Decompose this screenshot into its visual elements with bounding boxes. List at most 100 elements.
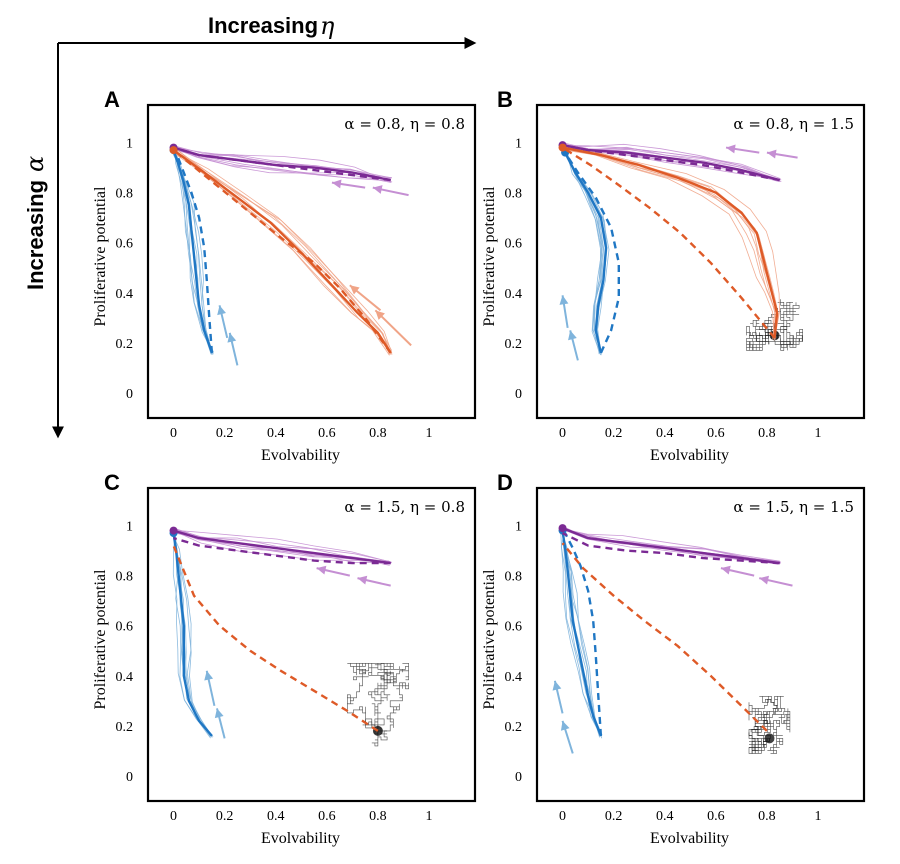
- orange-mean-trajectory: [174, 148, 393, 355]
- y-tick-label: 0.2: [116, 720, 134, 735]
- x-tick-label: 1: [815, 809, 822, 824]
- orange-mean-trajectory: [174, 150, 391, 352]
- y-tick-label: 0.2: [505, 720, 523, 735]
- x-tick-label: 0.4: [267, 809, 285, 824]
- panel-a: A 0 0.2 0.4 0.6 0.8 1 0 0.2 0.4 0.6 0.8 1 Evolvabilit…: [92, 87, 477, 464]
- y-tick-label: 0: [126, 770, 133, 785]
- direction-arrowhead: [560, 720, 570, 731]
- plot-frame: [146, 103, 477, 420]
- random-walk-trace: [347, 663, 391, 735]
- y-tick-label: 0: [515, 770, 522, 785]
- orange-mean-trajectory: [564, 149, 780, 341]
- purple-theory-line: [173, 536, 391, 565]
- orange-mean-line: [172, 149, 392, 354]
- x-tick-label: 0.4: [656, 809, 674, 824]
- direction-arrowhead: [357, 575, 368, 585]
- x-axis-label: Evolvability: [650, 447, 729, 464]
- direction-arrowhead: [217, 305, 226, 316]
- orange-mean-trajectory: [172, 150, 393, 351]
- y-tick-label: 1: [126, 137, 133, 152]
- blue-mean-line: [172, 532, 213, 737]
- y-tick-label: 1: [126, 520, 133, 535]
- random-walk-trace: [377, 663, 409, 732]
- blue-theory-line: [564, 151, 620, 354]
- y-tick-label: 0.2: [116, 337, 134, 352]
- orange-mean-start-marker: [169, 146, 178, 155]
- x-tick-label: 0.4: [267, 426, 285, 441]
- random-walk-trace: [748, 720, 784, 754]
- orange-mean-trajectory: [172, 149, 391, 354]
- purple-mean-start-marker: [169, 526, 178, 535]
- parameter-label: α = 0.8, η = 1.5: [733, 115, 854, 133]
- purple-mean-line: [562, 526, 780, 565]
- random-walk-trace: [746, 323, 803, 351]
- x-tick-label: 0.4: [656, 426, 674, 441]
- plot-area: [558, 141, 803, 361]
- direction-arrowhead: [759, 575, 770, 585]
- plot-area: [169, 143, 412, 366]
- eta-direction-arrow: [52, 37, 477, 439]
- blue-mean-trajectory: [172, 532, 212, 737]
- panel-b: B 0 0.2 0.4 0.6 0.8 1 0 0.2 0.4 0.6 0.8 1 Evolvabilit…: [481, 87, 866, 464]
- purple-theory-line: [562, 143, 780, 182]
- y-tick-label: 0.6: [505, 237, 523, 252]
- orange-theory-line: [172, 545, 379, 732]
- x-tick-label: 0.2: [605, 809, 623, 824]
- random-walk-trace: [746, 320, 775, 351]
- panel-c: C 0 0.2 0.4 0.6 0.8 1 0 0.2 0.4 0.6 0.8 1 Evolvabilit…: [92, 470, 477, 847]
- y-tick-label: 0.4: [505, 670, 523, 685]
- x-tick-label: 0.8: [369, 426, 387, 441]
- orange-mean-line: [562, 146, 779, 339]
- blue-mean-trajectory: [560, 531, 600, 738]
- direction-arrowhead: [726, 144, 736, 154]
- y-tick-label: 0.4: [505, 287, 523, 302]
- y-axis-label: Proliferative potential: [481, 569, 498, 710]
- parameter-label: α = 0.8, η = 0.8: [344, 115, 465, 133]
- direction-arrowhead: [214, 708, 224, 719]
- orange-mean-trajectory: [174, 151, 390, 353]
- y-tick-label: 0.6: [116, 620, 134, 635]
- direction-arrowhead: [375, 310, 385, 320]
- purple-theory-line: [561, 532, 780, 565]
- plot-frame: [146, 486, 477, 803]
- random-walk-trace: [750, 696, 791, 748]
- direction-arrowhead: [720, 565, 731, 575]
- purple-mean-trajectory: [174, 529, 391, 563]
- y-tick-label: 0.2: [505, 337, 523, 352]
- x-tick-label: 0.2: [216, 809, 234, 824]
- x-axis-label: Evolvability: [261, 447, 340, 464]
- purple-mean-trajectory: [560, 528, 779, 562]
- alpha-arrow-label: Increasing: [23, 180, 48, 290]
- direction-arrowhead: [766, 149, 777, 159]
- blue-mean-line: [561, 530, 603, 737]
- blue-mean-trajectory: [560, 532, 601, 734]
- y-tick-label: 1: [515, 520, 522, 535]
- x-tick-label: 1: [426, 809, 433, 824]
- orange-mean-start-marker: [558, 143, 567, 152]
- plot-frame: [535, 486, 866, 803]
- y-tick-label: 0.4: [116, 670, 134, 685]
- blue-mean-line: [172, 149, 214, 354]
- x-tick-label: 0.2: [216, 426, 234, 441]
- random-walk-cluster: [764, 733, 775, 744]
- orange-mean-trajectory: [171, 151, 390, 356]
- y-tick-label: 0: [126, 387, 133, 402]
- blue-mean-trajectory: [174, 150, 213, 352]
- orange-theory-line: [561, 146, 776, 339]
- purple-mean-trajectory: [174, 145, 391, 183]
- y-tick-label: 0.8: [505, 187, 523, 202]
- x-tick-label: 0: [170, 426, 177, 441]
- purple-mean-start-marker: [558, 524, 567, 533]
- direction-arrowhead: [372, 185, 383, 194]
- y-axis-label: Proliferative potential: [92, 186, 109, 327]
- x-axis-label: Evolvability: [650, 830, 729, 847]
- x-tick-label: 0.6: [707, 426, 725, 441]
- y-tick-label: 0.8: [116, 187, 134, 202]
- y-tick-label: 0.4: [116, 287, 134, 302]
- blue-mean-trajectory: [562, 528, 603, 736]
- x-tick-label: 0.8: [758, 426, 776, 441]
- y-tick-label: 0.6: [116, 237, 134, 252]
- y-tick-label: 0.8: [116, 570, 134, 585]
- x-tick-label: 0: [559, 809, 566, 824]
